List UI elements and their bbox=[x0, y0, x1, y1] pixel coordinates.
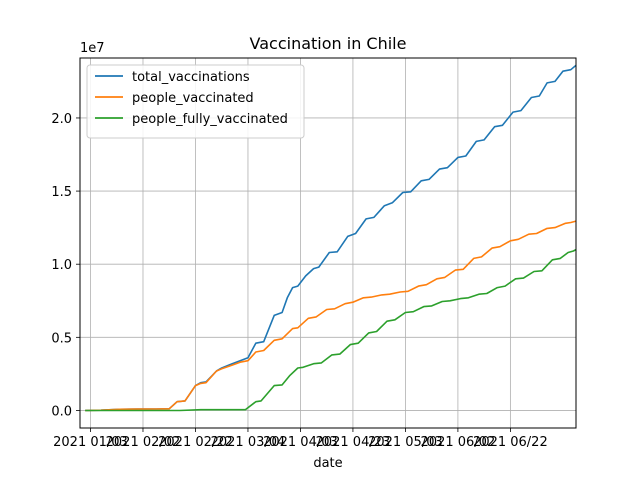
legend: total_vaccinations people_vaccinatedpeopl… bbox=[86, 64, 305, 139]
x-tick-label: 2021 04/03 bbox=[263, 435, 338, 450]
x-axis-title: date bbox=[313, 456, 342, 471]
y-tick-label: 2.0 bbox=[51, 112, 72, 127]
series-line-people-vaccinated bbox=[85, 220, 577, 412]
x-tick-label: 2021 01/03 bbox=[53, 435, 128, 450]
series-group bbox=[85, 64, 577, 412]
x-tick-label: 2021 04/23 bbox=[316, 435, 391, 450]
chart-title: Vaccination in Chile bbox=[250, 34, 407, 53]
legend-label: total_vaccinations bbox=[132, 70, 250, 85]
y-tick-label: 0.0 bbox=[51, 404, 72, 419]
x-tick-label: 2021 06/02 bbox=[421, 435, 496, 450]
plot-frame bbox=[79, 57, 577, 429]
x-tick-label: 2021 05/03 bbox=[368, 435, 443, 450]
legend-label: people_vaccinated bbox=[132, 91, 254, 106]
y-offset-label: 1e7 bbox=[80, 41, 105, 56]
y-tick-label: 0.5 bbox=[51, 331, 72, 346]
x-tick-label: 2021 06/22 bbox=[473, 435, 548, 450]
x-tick-label: 2021 03/04 bbox=[211, 435, 286, 450]
legend-box bbox=[86, 64, 305, 139]
y-tick-label: 1.0 bbox=[51, 258, 72, 273]
series-line-people-fully-vaccinated bbox=[85, 248, 577, 412]
x-tick-label: 2021 02/02 bbox=[106, 435, 181, 450]
y-axis: 0.0 0.5 1.0 1.5 2.0 bbox=[51, 112, 80, 419]
legend-label: people_fully_vaccinated bbox=[132, 112, 288, 127]
y-tick-label: 1.5 bbox=[51, 185, 72, 200]
x-tick-label: 2021 02/22 bbox=[158, 435, 233, 450]
